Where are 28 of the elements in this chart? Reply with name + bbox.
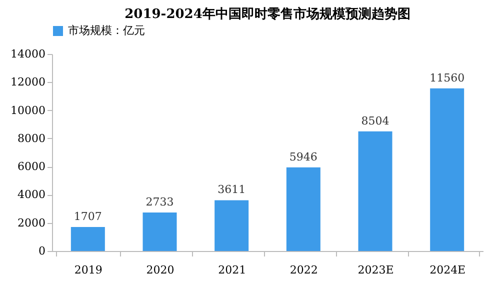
y-tick-label: 12000 — [10, 76, 46, 89]
x-tick-label: 2022 — [290, 264, 318, 276]
x-tick-label: 2021 — [218, 264, 246, 276]
bar — [142, 212, 177, 251]
y-tick-label: 2000 — [18, 216, 46, 230]
y-tick-label: 0 — [38, 244, 46, 258]
bar — [358, 131, 392, 251]
data-label: 11560 — [430, 71, 465, 84]
chart-title: 2019-2024年中国即时零售市场规模预测趋势图 — [124, 6, 410, 22]
bar — [430, 88, 464, 251]
data-label: 3611 — [218, 183, 246, 196]
y-tick-label: 6000 — [18, 160, 46, 174]
bar — [70, 226, 105, 251]
data-label: 2733 — [146, 196, 174, 209]
bar — [286, 167, 320, 251]
x-tick-label: 2019 — [74, 264, 102, 276]
bar — [214, 200, 249, 251]
data-label: 8504 — [361, 114, 390, 128]
data-label: 1707 — [74, 210, 102, 223]
y-tick-label: 14000 — [10, 48, 46, 60]
x-tick-label: 2020 — [146, 264, 174, 276]
legend-label: 市场规模：亿元 — [68, 24, 145, 37]
y-tick-label: 4000 — [18, 188, 46, 202]
x-tick-label: 2024E — [430, 264, 466, 276]
data-label: 5946 — [289, 150, 318, 164]
x-tick-label: 2023E — [358, 264, 394, 276]
y-tick-label: 8000 — [18, 132, 46, 145]
y-tick-label: 10000 — [10, 104, 46, 117]
